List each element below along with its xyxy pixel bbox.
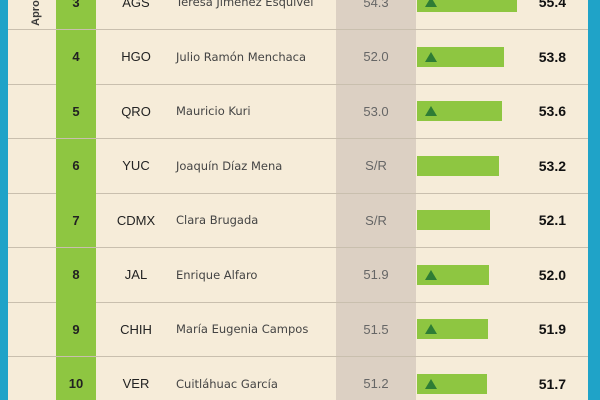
- state-cell: CHIH: [120, 321, 152, 337]
- state-cell: VER: [122, 376, 150, 391]
- trend-up-icon: [425, 324, 437, 334]
- governor-name: Enrique Alfaro: [176, 267, 258, 282]
- rank-cell: 10: [56, 356, 96, 400]
- current-value: 53.8: [538, 48, 566, 65]
- governor-name: Clara Brugada: [176, 213, 259, 227]
- trend-up-icon: [425, 269, 437, 280]
- rank-cell: 9: [56, 302, 96, 356]
- approval-bar: [417, 0, 517, 12]
- previous-value: 51.9: [363, 267, 389, 282]
- previous-value: 51.5: [363, 321, 389, 337]
- trend-up-icon: [425, 378, 437, 389]
- approval-bar: [417, 210, 491, 230]
- state-cell: HGO: [121, 49, 151, 64]
- current-value: 55.4: [538, 0, 566, 10]
- approval-bar: [417, 155, 500, 176]
- state-cell: CDMX: [116, 212, 156, 228]
- previous-value: 53.0: [363, 103, 389, 119]
- current-value: 52.1: [538, 212, 566, 228]
- governor-name: Julio Ramón Menchaca: [176, 49, 307, 64]
- table-row: 10 VER Cuitláhuac García 51.2 51.7: [8, 356, 588, 400]
- governor-name: María Eugenia Campos: [176, 322, 309, 336]
- governor-name: Teresa Jiménez Esquivel: [176, 0, 314, 9]
- state-cell: AGS: [122, 0, 150, 10]
- current-value: 51.9: [538, 321, 566, 337]
- previous-value: 54.3: [363, 0, 389, 10]
- previous-value: 52.0: [363, 49, 389, 64]
- trend-up-icon: [425, 51, 437, 62]
- approval-bar: [417, 264, 490, 285]
- previous-value: 51.2: [363, 376, 389, 391]
- governor-name: Cuitláhuac García: [176, 376, 278, 391]
- state-cell: YUC: [122, 158, 150, 173]
- rank-cell: 6: [56, 138, 96, 193]
- previous-column-shade: [336, 0, 416, 400]
- state-cell: QRO: [121, 103, 151, 119]
- table-row: 9 CHIH María Eugenia Campos 51.5 51.9: [8, 302, 588, 357]
- approval-bar: [417, 319, 489, 339]
- trend-up-icon: [425, 106, 437, 116]
- approval-bar: [417, 373, 487, 394]
- rank-cell: 4: [56, 29, 96, 84]
- rank-cell: 7: [56, 193, 96, 247]
- current-value: 53.2: [538, 157, 566, 174]
- table-row: 7 CDMX Clara Brugada S/R 52.1: [8, 193, 588, 248]
- approval-bar: [417, 101, 503, 121]
- rank-cell: 5: [56, 84, 96, 138]
- rank-cell: 3: [56, 0, 96, 29]
- table-row: 6 YUC Joaquín Díaz Mena S/R 53.2: [8, 138, 588, 194]
- current-value: 53.6: [538, 103, 566, 119]
- governor-name: Mauricio Kuri: [176, 104, 251, 118]
- state-cell: JAL: [124, 267, 148, 282]
- current-value: 51.7: [538, 375, 566, 392]
- table-row: 3 AGS Teresa Jiménez Esquivel 54.3 55.4: [8, 0, 588, 30]
- previous-value: S/R: [365, 158, 387, 173]
- table-row: 5 QRO Mauricio Kuri 53.0 53.6: [8, 84, 588, 139]
- table-row: 4 HGO Julio Ramón Menchaca 52.0 53.8: [8, 29, 588, 85]
- trend-up-icon: [425, 0, 437, 7]
- rank-cell: 8: [56, 247, 96, 302]
- table-row: 8 JAL Enrique Alfaro 51.9 52.0: [8, 247, 588, 303]
- current-value: 52.0: [538, 266, 566, 283]
- previous-value: S/R: [365, 212, 387, 228]
- governor-name: Joaquín Díaz Mena: [176, 158, 283, 173]
- approval-bar: [417, 46, 504, 67]
